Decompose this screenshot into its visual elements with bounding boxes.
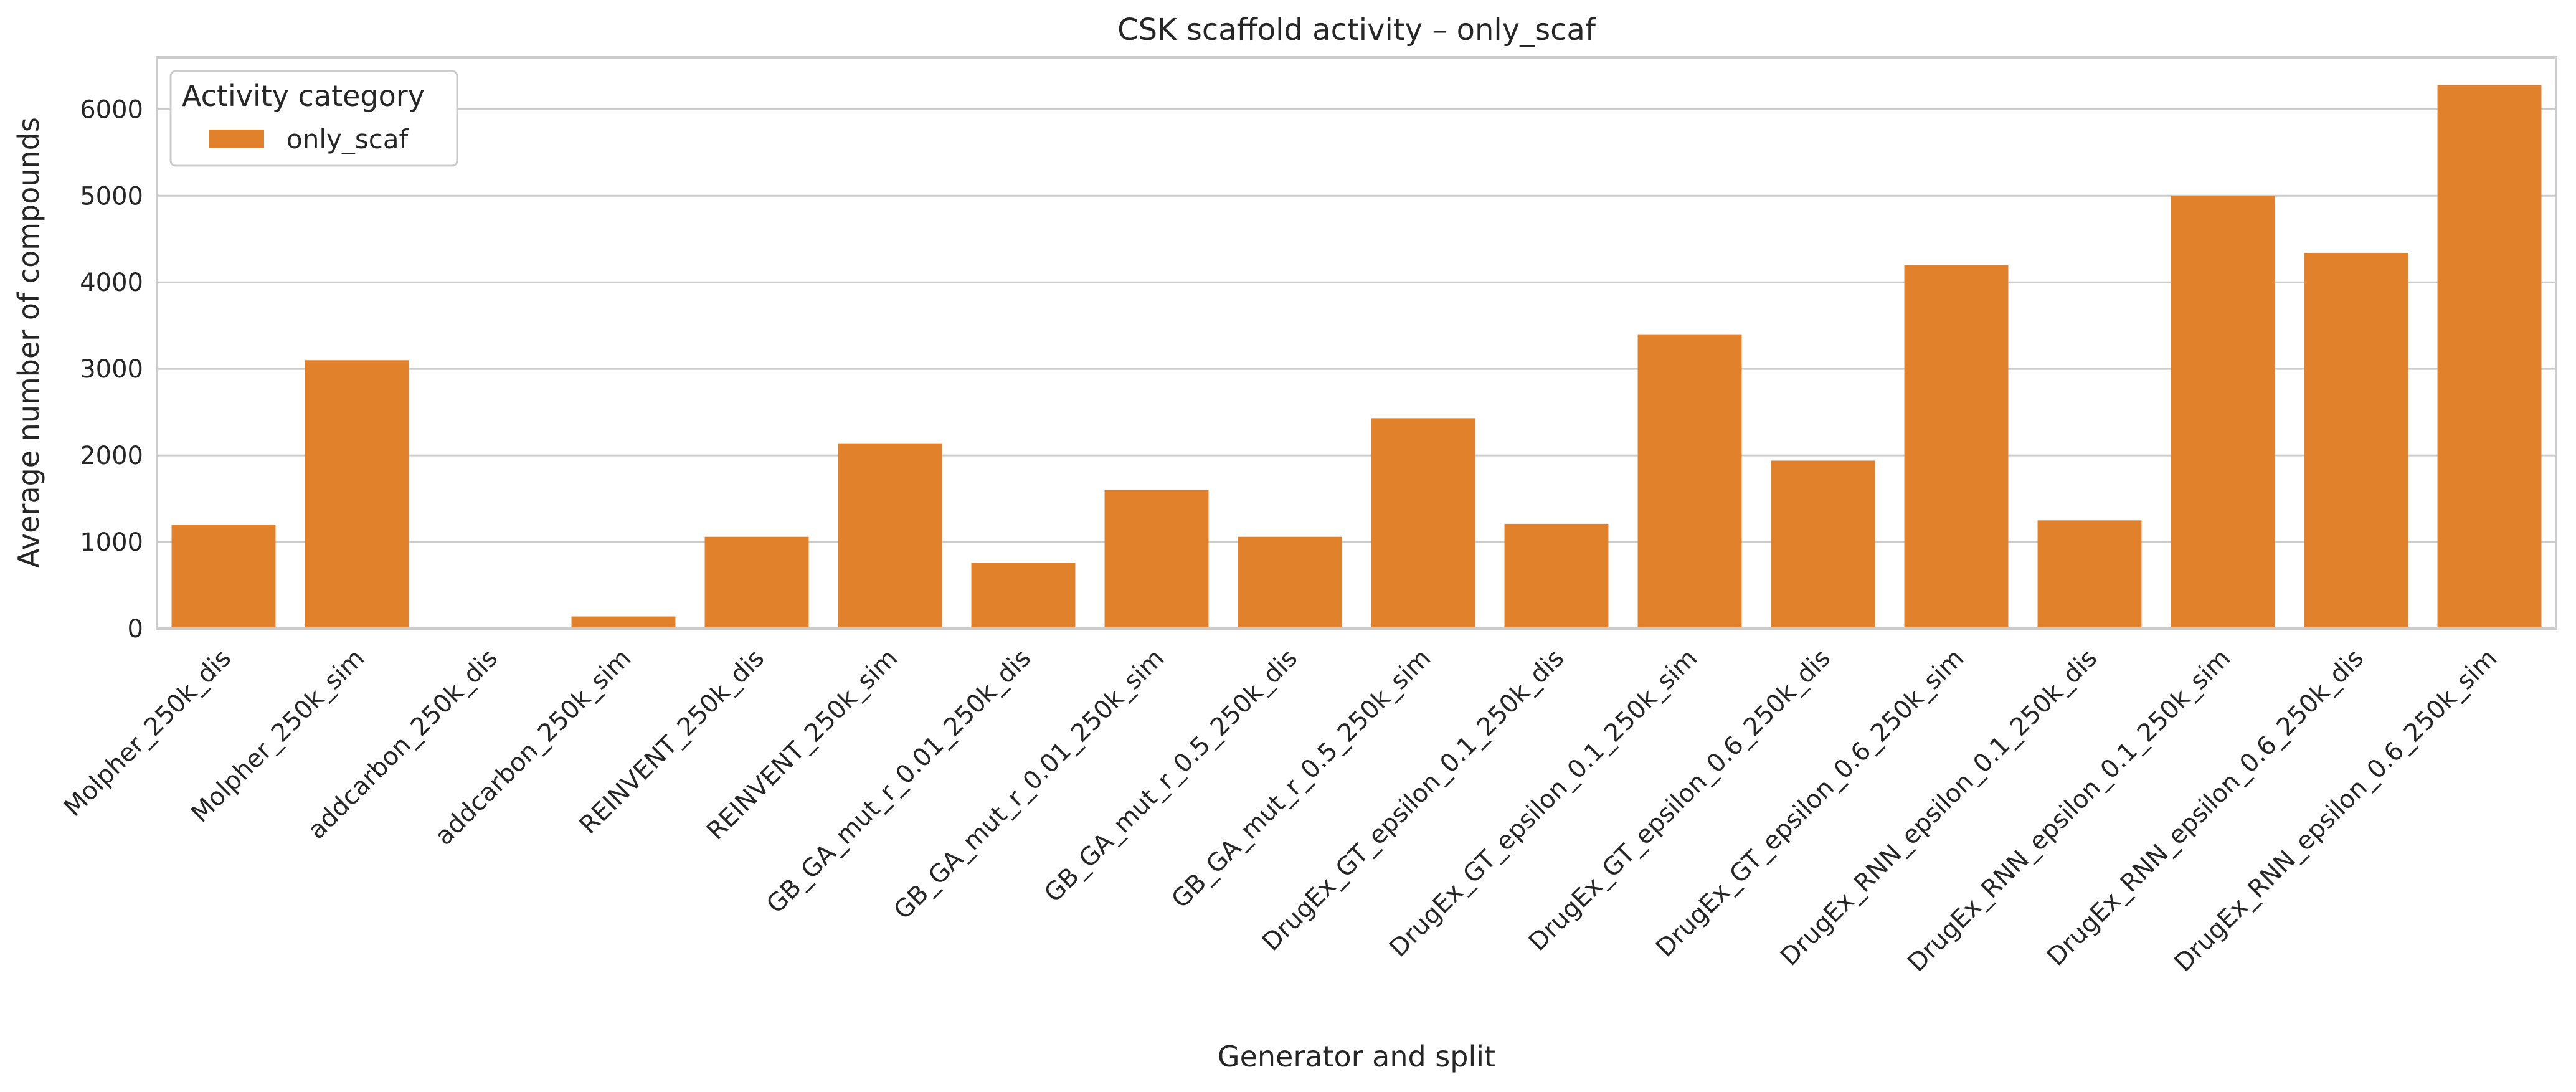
bar xyxy=(1238,536,1342,629)
bar xyxy=(571,616,676,629)
x-tick-label: DrugEx_GT_epsilon_0.1_250k_sim xyxy=(1384,644,1703,963)
y-axis-ticks: 0 1000 2000 3000 4000 5000 6000 xyxy=(80,95,143,643)
x-tick-label: DrugEx_GT_epsilon_0.1_250k_dis xyxy=(1257,644,1570,957)
bar xyxy=(971,563,1076,629)
plot-frame xyxy=(156,56,2557,630)
bar xyxy=(1104,490,1209,629)
legend-swatch xyxy=(209,130,264,148)
bar xyxy=(1637,334,1742,629)
legend: Activity category only_scaf xyxy=(169,70,458,167)
bar xyxy=(704,536,809,629)
bar xyxy=(1904,265,2009,629)
x-tick-label: GB_GA_mut_r_0.01_250k_dis xyxy=(761,644,1036,919)
x-tick-label: DrugEx_GT_epsilon_0.6_250k_dis xyxy=(1523,644,1836,957)
x-tick-label: GB_GA_mut_r_0.01_250k_sim xyxy=(888,644,1170,926)
x-tick-label: GB_GA_mut_r_0.5_250k_sim xyxy=(1166,644,1436,914)
bar xyxy=(2437,85,2542,629)
gridlines xyxy=(157,108,2556,630)
bar xyxy=(1504,523,1609,629)
bar xyxy=(2037,520,2142,629)
y-tick-label: 2000 xyxy=(80,442,143,470)
bar xyxy=(2304,253,2408,629)
y-axis-label: Average number of compounds xyxy=(12,117,45,568)
bar xyxy=(1371,418,1475,629)
bars xyxy=(171,85,2542,629)
bar xyxy=(171,525,276,629)
y-tick-label: 4000 xyxy=(80,268,143,297)
bar xyxy=(305,360,409,629)
y-tick-label: 3000 xyxy=(80,355,143,384)
x-axis-label: Generator and split xyxy=(1218,1040,1495,1073)
legend-title: Activity category xyxy=(182,79,425,113)
y-tick-label: 0 xyxy=(128,615,143,643)
x-tick-label: GB_GA_mut_r_0.5_250k_dis xyxy=(1039,644,1303,908)
x-axis-ticks: Molpher_250k_disMolpher_250k_simaddcarbo… xyxy=(59,644,2503,978)
y-tick-label: 5000 xyxy=(80,182,143,211)
x-tick-label: DrugEx_GT_epsilon_0.6_250k_sim xyxy=(1650,644,1969,963)
y-tick-label: 1000 xyxy=(80,528,143,557)
legend-entry: only_scaf xyxy=(286,124,409,154)
bar xyxy=(2171,196,2275,629)
bar xyxy=(1771,460,1875,629)
bar xyxy=(838,443,942,629)
chart-title: CSK scaffold activity – only_scaf xyxy=(1117,12,1596,47)
y-tick-label: 6000 xyxy=(80,95,143,124)
